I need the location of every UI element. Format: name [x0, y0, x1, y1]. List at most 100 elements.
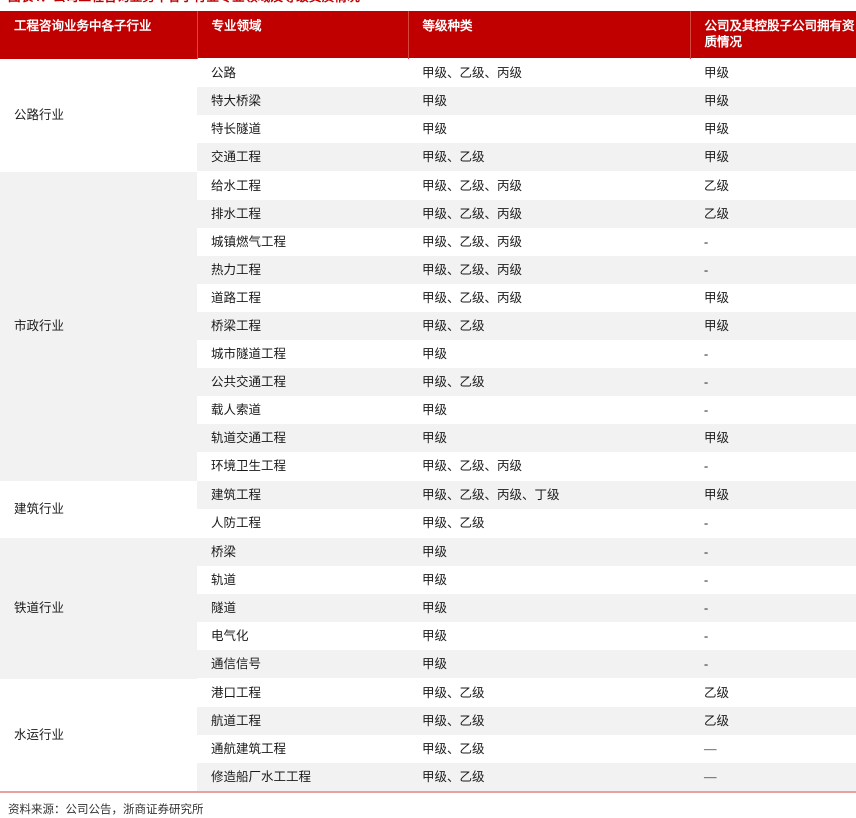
cell-field: 公路 [197, 58, 408, 87]
industry-group-cell: 市政行业 [0, 171, 197, 481]
industry-group-cell: 铁道行业 [0, 537, 197, 679]
cell-held: — [690, 763, 856, 791]
cell-field: 城市隧道工程 [197, 340, 408, 368]
cell-grades: 甲级 [408, 396, 690, 424]
cell-field: 修造船厂水工工程 [197, 763, 408, 791]
cell-held: 甲级 [690, 480, 856, 509]
cell-grades: 甲级 [408, 622, 690, 650]
cell-held: - [690, 256, 856, 284]
industry-group-cell: 水运行业 [0, 678, 197, 791]
column-header-grades: 等级种类 [408, 11, 691, 59]
cell-grades: 甲级、乙级、丙级 [408, 452, 690, 481]
cell-grades: 甲级、乙级、丙级 [408, 284, 690, 312]
table-row: 特大桥梁 甲级 甲级 [0, 87, 856, 115]
table-row: 水运行业 港口工程 甲级、乙级 乙级 [0, 678, 856, 791]
cell-grades: 甲级、乙级 [408, 312, 690, 340]
table-row: 城市隧道工程 甲级 - [0, 340, 856, 368]
cell-grades: 甲级、乙级 [408, 509, 690, 538]
cell-field: 城镇燃气工程 [197, 228, 408, 256]
table-row: 轨道交通工程 甲级 甲级 [0, 424, 856, 452]
cell-held: - [690, 537, 856, 566]
cell-held: - [690, 622, 856, 650]
cell-field: 桥梁工程 [197, 312, 408, 340]
table-row: 通信信号 甲级 - [0, 650, 856, 679]
table-row: 环境卫生工程 甲级、乙级、丙级 - [0, 452, 856, 481]
cell-field: 公共交通工程 [197, 368, 408, 396]
qualification-table: 工程咨询业务中各子行业 专业领域 等级种类 公司及其控股子公司拥有资质情况 公路… [0, 11, 856, 791]
table-row: 特长隧道 甲级 甲级 [0, 115, 856, 143]
table-row: 通航建筑工程 甲级、乙级 — [0, 735, 856, 763]
figure-title-clipped: 图表4：公司工程咨询业务中各子行业专业领域及等级资质情况 [8, 0, 848, 5]
cell-field: 建筑工程 [197, 480, 408, 509]
cell-field: 热力工程 [197, 256, 408, 284]
cell-held: - [690, 594, 856, 622]
cell-held: 乙级 [690, 707, 856, 735]
cell-grades: 甲级 [408, 650, 690, 679]
table-row: 轨道 甲级 - [0, 566, 856, 594]
table-row: 交通工程 甲级、乙级 甲级 [0, 143, 856, 172]
table-row: 电气化 甲级 - [0, 622, 856, 650]
table-row: 热力工程 甲级、乙级、丙级 - [0, 256, 856, 284]
cell-field: 环境卫生工程 [197, 452, 408, 481]
cell-held: - [690, 650, 856, 679]
source-note: 资料来源：公司公告，浙商证券研究所 [8, 804, 204, 816]
table-row: 建筑行业 建筑工程 甲级、乙级、丙级、丁级 甲级 [0, 480, 856, 538]
cell-grades: 甲级 [408, 424, 690, 452]
cell-grades: 甲级、乙级、丙级 [408, 228, 690, 256]
cell-held: - [690, 452, 856, 481]
cell-field: 特长隧道 [197, 115, 408, 143]
figure-title: 图表4：公司工程咨询业务中各子行业专业领域及等级资质情况 [8, 0, 848, 5]
cell-held: - [690, 340, 856, 368]
industry-group-cell: 建筑行业 [0, 480, 197, 538]
table-row: 桥梁工程 甲级、乙级 甲级 [0, 312, 856, 340]
cell-held: 甲级 [690, 58, 856, 87]
cell-held: - [690, 228, 856, 256]
cell-field: 通信信号 [197, 650, 408, 679]
cell-grades: 甲级 [408, 537, 690, 566]
cell-field: 特大桥梁 [197, 87, 408, 115]
cell-held: 甲级 [690, 115, 856, 143]
table-row: 道路工程 甲级、乙级、丙级 甲级 [0, 284, 856, 312]
column-header-industry: 工程咨询业务中各子行业 [0, 11, 198, 59]
cell-held: 乙级 [690, 678, 856, 707]
column-header-held: 公司及其控股子公司拥有资质情况 [690, 11, 856, 59]
cell-grades: 甲级、乙级、丙级 [408, 171, 690, 200]
cell-field: 通航建筑工程 [197, 735, 408, 763]
cell-grades: 甲级、乙级 [408, 368, 690, 396]
cell-grades: 甲级 [408, 594, 690, 622]
column-header-field: 专业领域 [197, 11, 409, 59]
cell-grades: 甲级、乙级、丙级 [408, 200, 690, 228]
table-row: 人防工程 甲级、乙级 - [0, 509, 856, 538]
table-row: 排水工程 甲级、乙级、丙级 乙级 [0, 200, 856, 228]
table-row: 公路行业 公路 甲级、乙级、丙级 甲级 [0, 58, 856, 172]
cell-grades: 甲级、乙级、丙级 [408, 58, 690, 87]
cell-grades: 甲级 [408, 87, 690, 115]
cell-field: 人防工程 [197, 509, 408, 538]
table-row: 市政行业 给水工程 甲级、乙级、丙级 乙级 [0, 171, 856, 481]
cell-grades: 甲级、乙级 [408, 678, 690, 707]
cell-grades: 甲级、乙级、丙级 [408, 256, 690, 284]
cell-field: 给水工程 [197, 171, 408, 200]
table-row: 铁道行业 桥梁 甲级 - [0, 537, 856, 679]
cell-held: 乙级 [690, 171, 856, 200]
cell-field: 港口工程 [197, 678, 408, 707]
cell-field: 桥梁 [197, 537, 408, 566]
cell-held: 甲级 [690, 312, 856, 340]
cell-held: 甲级 [690, 284, 856, 312]
cell-field: 交通工程 [197, 143, 408, 172]
table-row: 载人索道 甲级 - [0, 396, 856, 424]
cell-grades: 甲级 [408, 566, 690, 594]
cell-field: 隧道 [197, 594, 408, 622]
table-row: 隧道 甲级 - [0, 594, 856, 622]
cell-field: 轨道交通工程 [197, 424, 408, 452]
cell-held: 甲级 [690, 424, 856, 452]
cell-grades: 甲级 [408, 340, 690, 368]
cell-field: 电气化 [197, 622, 408, 650]
cell-grades: 甲级、乙级 [408, 735, 690, 763]
cell-held: — [690, 735, 856, 763]
table-bottom-rule [0, 791, 856, 793]
table-header: 工程咨询业务中各子行业 专业领域 等级种类 公司及其控股子公司拥有资质情况 [0, 11, 856, 59]
industry-group-cell: 公路行业 [0, 58, 197, 172]
table-row: 修造船厂水工工程 甲级、乙级 — [0, 763, 856, 791]
